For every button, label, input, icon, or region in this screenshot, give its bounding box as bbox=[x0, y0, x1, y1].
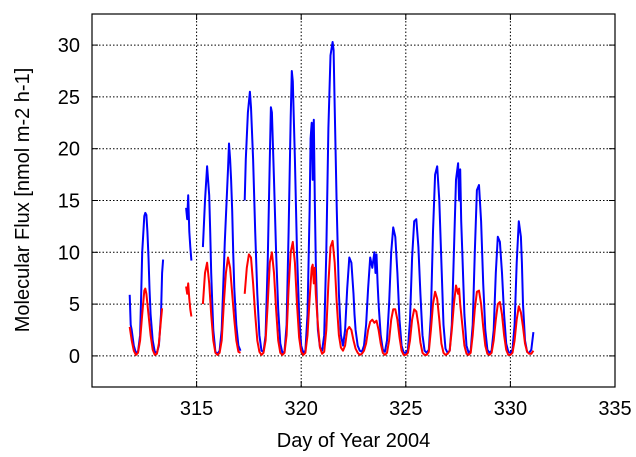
series-1-segment bbox=[185, 194, 193, 261]
x-tick-label: 330 bbox=[494, 398, 527, 420]
y-tick-label: 10 bbox=[58, 242, 80, 264]
series-2-line bbox=[128, 239, 535, 356]
x-tick-label: 335 bbox=[598, 398, 631, 420]
series-2-segment bbox=[128, 287, 164, 356]
axis-ticks: 315 320 325 330 335 0 5 10 15 20 25 30 bbox=[58, 14, 632, 420]
series-2-segment bbox=[201, 256, 241, 356]
series-1-segment bbox=[243, 41, 535, 354]
x-tick-label: 315 bbox=[180, 398, 213, 420]
y-tick-label: 30 bbox=[58, 35, 80, 57]
x-tick-label: 320 bbox=[285, 398, 318, 420]
x-tick-label: 325 bbox=[389, 398, 422, 420]
plot-background bbox=[92, 14, 615, 387]
y-tick-label: 0 bbox=[69, 346, 80, 368]
series-2-segment bbox=[243, 239, 535, 356]
series-layer bbox=[128, 41, 535, 356]
y-tick-label: 15 bbox=[58, 191, 80, 213]
y-tick-label: 20 bbox=[58, 139, 80, 161]
y-axis-label: Molecular Flux [nmol m-2 h-1] bbox=[12, 68, 34, 333]
y-tick-label: 25 bbox=[58, 87, 80, 109]
x-axis-label: Day of Year 2004 bbox=[277, 430, 430, 452]
series-2-segment bbox=[185, 282, 193, 317]
y-tick-label: 5 bbox=[69, 294, 80, 316]
